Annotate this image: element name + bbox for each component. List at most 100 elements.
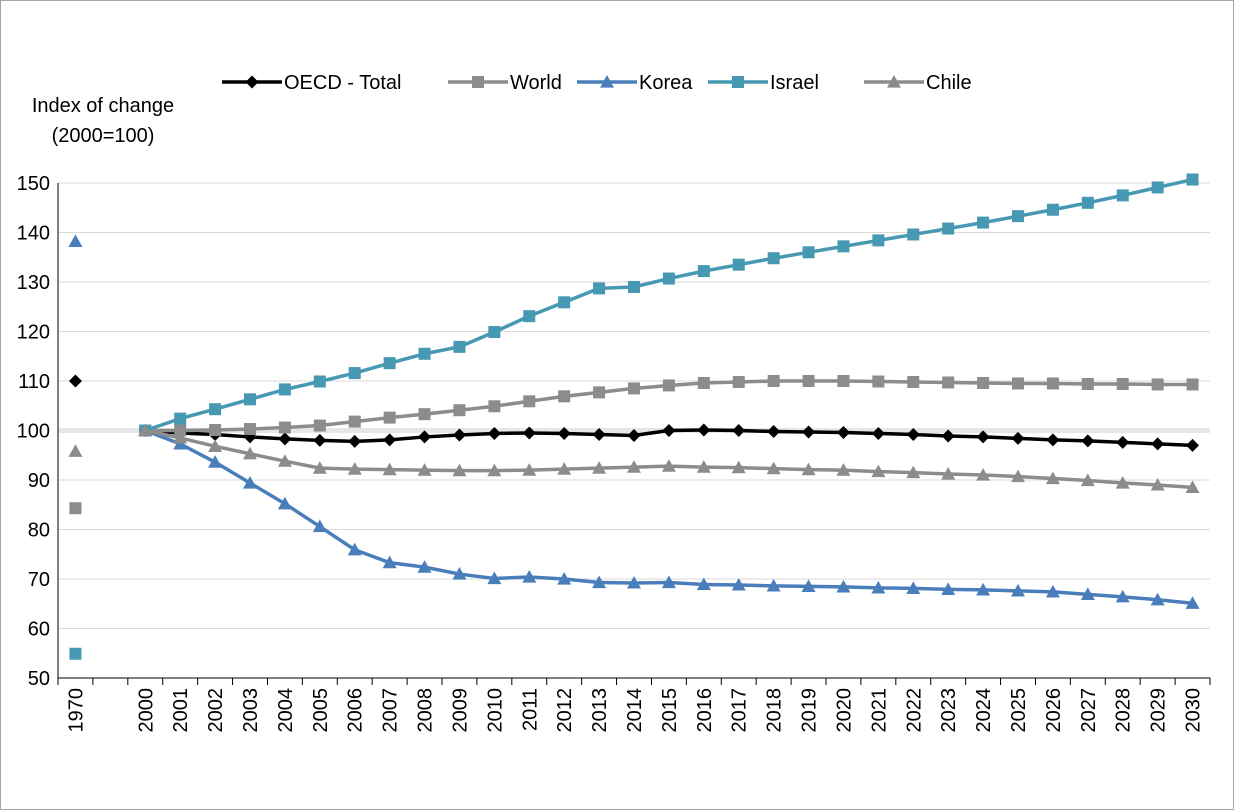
data-point-world-2005 [313,419,326,432]
data-point-chile-2010 [487,463,502,477]
x-tick-label-2020: 2020 [833,688,855,733]
data-point-world-2004 [278,421,291,434]
data-point-world-2028 [1116,377,1129,390]
data-point-oecd-total-2009 [452,428,466,442]
y-tick-label-80: 80 [28,520,50,542]
data-point-korea-2030 [1185,596,1200,609]
data-point-korea-2002 [208,455,223,468]
data-point-korea-2022 [906,581,921,595]
data-point-israel-2022 [907,228,920,241]
data-point-oecd-total-2005 [313,433,327,447]
data-point-chile-2026 [1045,471,1060,485]
series-israel [69,173,1199,660]
data-point-oecd-total-2027 [1081,434,1095,448]
data-point-oecd-total-2014 [627,428,641,442]
data-point-chile-2004 [277,454,292,467]
data-point-israel-2016 [697,265,710,278]
data-point-oecd-total-2015 [662,424,676,437]
data-point-world-2010 [488,400,501,413]
data-point-israel-2006 [348,367,361,380]
y-axis-title-line-1: Index of change [32,95,174,117]
data-point-korea-2016 [696,577,711,591]
data-point-chile-2015 [661,459,676,472]
data-point-world-2003 [244,423,256,436]
data-point-korea-2009 [452,567,467,580]
data-point-oecd-total-2024 [976,430,990,444]
data-point-israel-2018 [767,252,780,265]
data-point-chile-2025 [1011,469,1025,483]
data-point-israel-2009 [453,340,466,353]
data-point-korea-2029 [1150,592,1165,606]
x-tick-label-2004: 2004 [275,688,297,733]
data-point-israel-2017 [732,258,745,271]
legend-label: OECD - Total [284,72,401,94]
data-point-world-2030 [1186,378,1199,391]
data-point-world-1970 [69,502,82,515]
data-point-korea-2003 [243,475,257,489]
data-point-chile-2000 [138,423,153,437]
data-point-korea-2025 [1011,583,1025,597]
data-point-korea-2027 [1080,587,1095,600]
data-point-israel-2019 [802,246,815,259]
data-point-world-2001 [174,424,187,437]
data-point-korea-2020 [836,579,851,593]
data-point-israel-2027 [1081,196,1094,209]
data-point-world-2027 [1081,377,1094,390]
data-point-chile-2029 [1150,477,1165,491]
data-point-korea-2021 [871,580,886,594]
data-point-israel-2008 [418,347,431,360]
data-point-chile-2007 [382,462,397,476]
data-point-korea-2013 [592,575,607,589]
legend-item-world: World [448,72,562,94]
x-tick-label-2010: 2010 [484,688,506,733]
x-tick-label-2013: 2013 [589,688,611,733]
data-point-oecd-total-2012 [557,426,571,440]
data-point-world-2015 [662,379,675,392]
data-point-world-2023 [942,376,955,389]
x-tick-label-2009: 2009 [449,688,471,733]
data-point-world-2021 [872,375,885,388]
data-point-oecd-total-1970 [68,374,82,388]
data-point-korea-2005 [312,519,327,533]
data-point-world-2024 [977,376,990,389]
data-point-oecd-total-2016 [697,423,711,437]
data-point-chile-2030 [1185,480,1200,494]
data-point-korea-2019 [801,579,816,593]
legend-item-korea: Korea [577,72,693,94]
data-point-chile-2001 [173,430,188,444]
x-tick-label-2015: 2015 [659,688,681,733]
data-point-korea-2006 [347,542,362,556]
data-point-oecd-total-2023 [941,429,955,443]
data-point-israel-2025 [1012,210,1024,223]
data-point-oecd-total-2010 [487,426,501,440]
data-point-israel-2014 [628,280,640,293]
data-point-israel-2029 [1151,181,1164,194]
series-chile [68,423,1200,494]
data-point-oecd-total-2030 [1186,438,1200,452]
data-point-world-2014 [628,382,640,395]
data-point-israel-2020 [837,240,850,253]
x-tick-label-2005: 2005 [310,688,332,733]
data-point-world-2029 [1151,378,1164,391]
data-point-oecd-total-2017 [732,424,746,437]
data-point-chile-2006 [347,462,362,475]
data-point-chile-2005 [312,461,327,474]
data-point-world-2008 [418,408,431,421]
legend-label: Chile [926,72,972,94]
data-point-oecd-total-2004 [278,432,292,446]
data-point-israel-2001 [174,412,187,425]
data-point-chile-2014 [627,460,641,473]
x-tick-label-2014: 2014 [624,688,646,733]
data-point-korea-1970 [68,234,83,248]
x-tick-label-2027: 2027 [1078,688,1100,733]
data-point-oecd-total-2026 [1046,433,1060,447]
x-tick-label-2026: 2026 [1043,688,1065,733]
data-point-korea-2007 [382,555,397,569]
data-point-korea-2014 [627,575,641,589]
legend-marker [887,75,901,88]
legend-item-oecd-total: OECD - Total [222,72,401,94]
data-point-world-2018 [767,375,780,387]
data-point-chile-2028 [1115,475,1130,489]
data-point-oecd-total-2007 [383,433,397,447]
data-point-korea-2012 [557,572,572,585]
